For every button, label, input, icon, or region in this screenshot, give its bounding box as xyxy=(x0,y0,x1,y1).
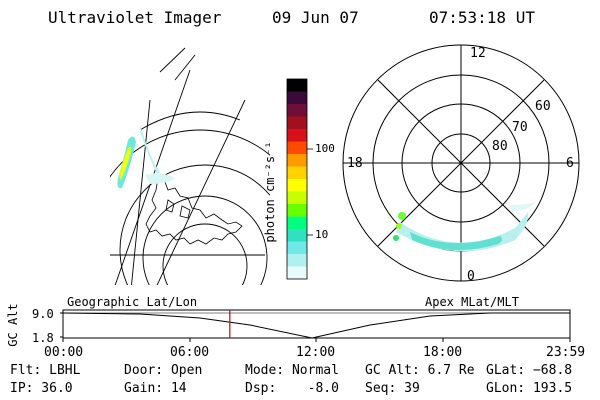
mlt-label-12: 12 xyxy=(470,46,486,61)
timeline-ytick-1.8: 1.8 xyxy=(32,331,54,345)
timeline-panel xyxy=(60,309,571,342)
map-meridian xyxy=(114,69,191,285)
timeline-left-label: Geographic Lat/Lon xyxy=(67,295,198,309)
image-date: 09 Jun 07 xyxy=(272,8,359,27)
status-gc-alt: GC Alt: 6.7 Re xyxy=(365,363,475,378)
polar-aurora xyxy=(393,202,536,252)
map-latitude-circle xyxy=(142,195,268,285)
colorbar-swatch xyxy=(287,104,307,117)
colorbar-swatch xyxy=(287,266,307,280)
colorbar-swatch xyxy=(287,141,307,155)
polar-plot xyxy=(342,44,580,282)
colorbar-unit-label: photon cm⁻²s⁻¹ xyxy=(263,141,277,243)
status-seq: Seq: 39 xyxy=(365,381,420,396)
colorbar-swatch xyxy=(287,116,307,130)
mlt-label-0: 0 xyxy=(467,269,475,284)
geographic-map xyxy=(110,47,270,285)
timeline-xtick-1200: 12:00 xyxy=(296,345,336,360)
map-meridian xyxy=(139,111,241,131)
status-glat: GLat: −68.8 xyxy=(486,363,573,378)
colorbar-swatch xyxy=(287,241,307,255)
timeline-ytick-9: 9.0 xyxy=(32,307,54,321)
timeline-xtick-1800: 18:00 xyxy=(423,345,463,360)
aurora-spot xyxy=(398,212,406,220)
timeline-ylabel: GC Alt xyxy=(6,303,20,347)
colorbar-swatch xyxy=(287,204,307,217)
polar-meridian-diagonal xyxy=(377,79,545,247)
colorbar xyxy=(286,78,313,280)
colorbar-swatch xyxy=(287,229,307,242)
status-glon: GLon: 193.5 xyxy=(486,381,573,396)
colorbar-label-10: 10 xyxy=(315,228,329,241)
colorbar-swatch xyxy=(287,79,307,92)
colorbar-swatch xyxy=(287,179,307,192)
map-meridian xyxy=(159,47,186,73)
image-time: 07:53:18 UT xyxy=(429,8,535,27)
mlat-label-60: 60 xyxy=(535,99,551,114)
colorbar-swatch xyxy=(287,129,307,142)
geographic-aurora xyxy=(117,125,175,189)
map-latitude-circle xyxy=(162,223,248,285)
status-filter: Flt: LBHL xyxy=(10,363,81,378)
orbit-altitude-curve xyxy=(62,312,570,339)
timeline-right-label: Apex MLat/MLT xyxy=(425,295,519,309)
colorbar-swatch xyxy=(287,216,307,230)
colorbar-label-100: 100 xyxy=(315,142,335,155)
colorbar-swatch xyxy=(287,166,307,180)
timeline-xtick-0600: 06:00 xyxy=(170,345,210,360)
mlat-label-70: 70 xyxy=(512,120,528,135)
timeline-xtick-0000: 00:00 xyxy=(44,345,84,360)
colorbar-swatch xyxy=(287,91,307,105)
mlat-label-80: 80 xyxy=(492,139,508,154)
colorbar-swatch xyxy=(287,254,307,267)
map-latitude-circle xyxy=(110,129,270,178)
status-dsp: Dsp: -8.0 xyxy=(245,381,339,396)
colorbar-swatch xyxy=(287,191,307,205)
map-meridian xyxy=(131,99,151,285)
mlt-label-6: 6 xyxy=(566,156,574,171)
instrument-title: Ultraviolet Imager xyxy=(48,8,222,27)
map-coastline xyxy=(179,205,191,219)
map-coastline xyxy=(165,199,175,213)
map-meridian xyxy=(174,54,196,81)
status-gain: Gain: 14 xyxy=(124,381,187,396)
timeline-xtick-2359: 23:59 xyxy=(546,345,586,360)
colorbar-swatch xyxy=(287,154,307,167)
map-coastline xyxy=(145,177,243,245)
mlt-label-18: 18 xyxy=(347,156,363,171)
aurora-spot xyxy=(393,235,399,241)
map-latitude-circle xyxy=(119,164,270,285)
status-door: Door: Open xyxy=(124,363,203,378)
status-mode: Mode: Normal xyxy=(245,363,339,378)
map-meridian xyxy=(156,99,246,285)
aurora-spot xyxy=(396,223,402,229)
status-ip: IP: 36.0 xyxy=(10,381,73,396)
